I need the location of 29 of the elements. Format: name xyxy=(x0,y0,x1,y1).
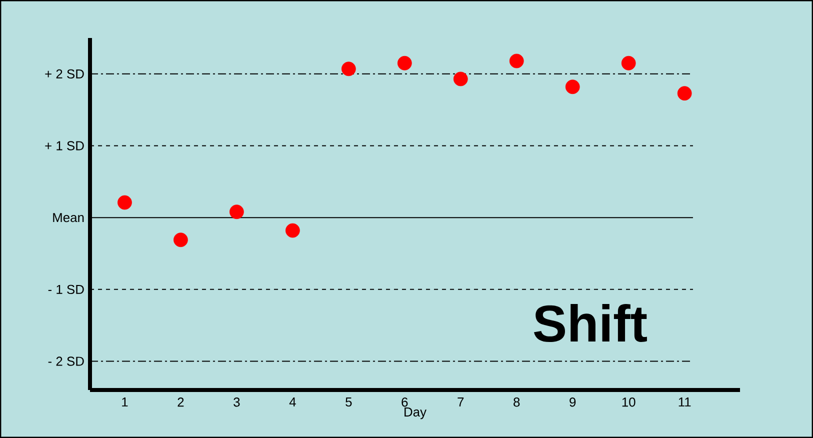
point xyxy=(453,72,468,86)
point xyxy=(285,223,300,238)
point xyxy=(621,56,636,70)
annotation: Shift xyxy=(534,304,647,342)
y-tick-label: Mean xyxy=(53,213,84,222)
y-tick-label: - 2 SD xyxy=(48,356,84,366)
x-tick-label: 11 xyxy=(678,398,691,406)
x-tick-label: 8 xyxy=(514,398,520,407)
point xyxy=(341,62,356,76)
x-tick-label: 5 xyxy=(346,398,352,407)
y-tick-label: + 1 SD xyxy=(45,141,84,150)
x-tick-label: 10 xyxy=(622,398,636,407)
point xyxy=(565,80,580,94)
point xyxy=(229,204,244,220)
x-tick-label: 7 xyxy=(458,398,464,406)
point xyxy=(397,56,412,70)
y-tick-label: - 1 SD xyxy=(48,284,84,294)
y-tick-label: + 2 SD xyxy=(45,69,84,78)
x-tick-label: 9 xyxy=(570,398,576,407)
point xyxy=(174,232,188,248)
x-tick-label: 6 xyxy=(402,398,408,407)
point xyxy=(509,54,524,68)
x-tick-label: 4 xyxy=(289,398,296,406)
point xyxy=(118,195,132,210)
x-axis-title: Day xyxy=(404,408,426,420)
x-tick-label: 3 xyxy=(234,398,240,407)
point xyxy=(677,86,692,101)
x-tick-label: 2 xyxy=(178,398,184,407)
x-tick-label: 1 xyxy=(122,398,128,406)
